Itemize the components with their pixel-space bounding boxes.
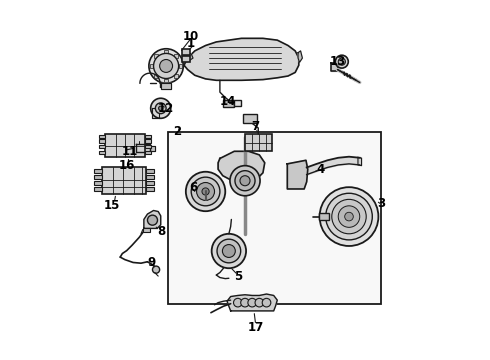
- Circle shape: [186, 172, 225, 211]
- Bar: [147, 175, 153, 179]
- Bar: [105, 134, 145, 157]
- Polygon shape: [298, 51, 302, 62]
- Text: 9: 9: [147, 256, 156, 269]
- Polygon shape: [136, 144, 150, 152]
- Circle shape: [222, 244, 235, 257]
- Bar: [168, 132, 381, 304]
- Text: 1: 1: [187, 37, 195, 50]
- Circle shape: [196, 183, 215, 201]
- Text: 5: 5: [234, 270, 242, 283]
- Circle shape: [151, 98, 171, 118]
- Bar: [164, 50, 168, 53]
- Bar: [98, 139, 105, 143]
- Bar: [95, 187, 101, 191]
- Circle shape: [338, 58, 345, 65]
- Bar: [179, 64, 182, 68]
- Bar: [223, 100, 234, 107]
- Bar: [243, 114, 257, 123]
- Circle shape: [149, 49, 183, 83]
- Text: 12: 12: [158, 102, 174, 115]
- Text: 11: 11: [122, 145, 138, 158]
- Text: 7: 7: [252, 120, 260, 133]
- Bar: [145, 150, 151, 154]
- Text: 17: 17: [247, 320, 264, 333]
- Circle shape: [212, 234, 246, 268]
- Bar: [145, 135, 151, 138]
- Text: 14: 14: [220, 95, 236, 108]
- Circle shape: [202, 188, 209, 195]
- Text: 6: 6: [190, 181, 197, 194]
- Circle shape: [153, 53, 179, 78]
- Text: 2: 2: [173, 125, 181, 138]
- Bar: [98, 150, 105, 154]
- Polygon shape: [161, 83, 171, 89]
- Circle shape: [155, 103, 166, 114]
- Bar: [164, 78, 168, 82]
- Polygon shape: [144, 211, 161, 228]
- Polygon shape: [331, 63, 338, 71]
- Circle shape: [159, 106, 163, 111]
- Circle shape: [319, 187, 378, 246]
- Bar: [150, 64, 153, 68]
- Polygon shape: [184, 39, 299, 80]
- Text: 13: 13: [330, 55, 346, 68]
- Circle shape: [332, 199, 366, 234]
- Circle shape: [335, 55, 348, 68]
- Circle shape: [160, 59, 172, 72]
- Bar: [182, 49, 190, 55]
- Bar: [245, 134, 272, 151]
- Circle shape: [240, 176, 250, 186]
- Circle shape: [217, 239, 241, 263]
- Polygon shape: [358, 157, 362, 166]
- Bar: [154, 54, 158, 58]
- Circle shape: [262, 298, 271, 307]
- Circle shape: [248, 298, 256, 307]
- Bar: [145, 139, 151, 143]
- Bar: [147, 187, 153, 191]
- Bar: [98, 135, 105, 138]
- Circle shape: [191, 177, 220, 206]
- Bar: [147, 169, 153, 173]
- Bar: [234, 100, 242, 106]
- Text: 8: 8: [157, 225, 166, 238]
- Polygon shape: [152, 108, 159, 118]
- Bar: [95, 169, 101, 173]
- Circle shape: [255, 298, 264, 307]
- Bar: [95, 175, 101, 179]
- Circle shape: [338, 206, 360, 227]
- Text: 16: 16: [119, 159, 135, 172]
- Circle shape: [230, 166, 260, 196]
- Bar: [101, 167, 147, 194]
- Circle shape: [234, 298, 242, 307]
- Circle shape: [152, 266, 160, 273]
- Bar: [143, 228, 150, 232]
- Text: 4: 4: [317, 163, 325, 176]
- Circle shape: [326, 193, 372, 240]
- Polygon shape: [218, 151, 265, 182]
- Polygon shape: [184, 53, 193, 62]
- Bar: [174, 74, 178, 78]
- Text: 10: 10: [183, 30, 199, 43]
- Bar: [154, 74, 158, 78]
- Bar: [95, 181, 101, 185]
- Text: 15: 15: [104, 199, 121, 212]
- Bar: [182, 56, 190, 62]
- Bar: [318, 213, 329, 220]
- Circle shape: [344, 212, 353, 221]
- Circle shape: [147, 215, 157, 225]
- Polygon shape: [287, 160, 308, 189]
- Polygon shape: [150, 145, 155, 150]
- Bar: [145, 145, 151, 148]
- Polygon shape: [227, 294, 277, 311]
- Circle shape: [235, 171, 255, 191]
- Bar: [147, 181, 153, 185]
- Bar: [174, 54, 178, 58]
- Text: 3: 3: [378, 197, 386, 210]
- Circle shape: [241, 298, 249, 307]
- Bar: [98, 145, 105, 148]
